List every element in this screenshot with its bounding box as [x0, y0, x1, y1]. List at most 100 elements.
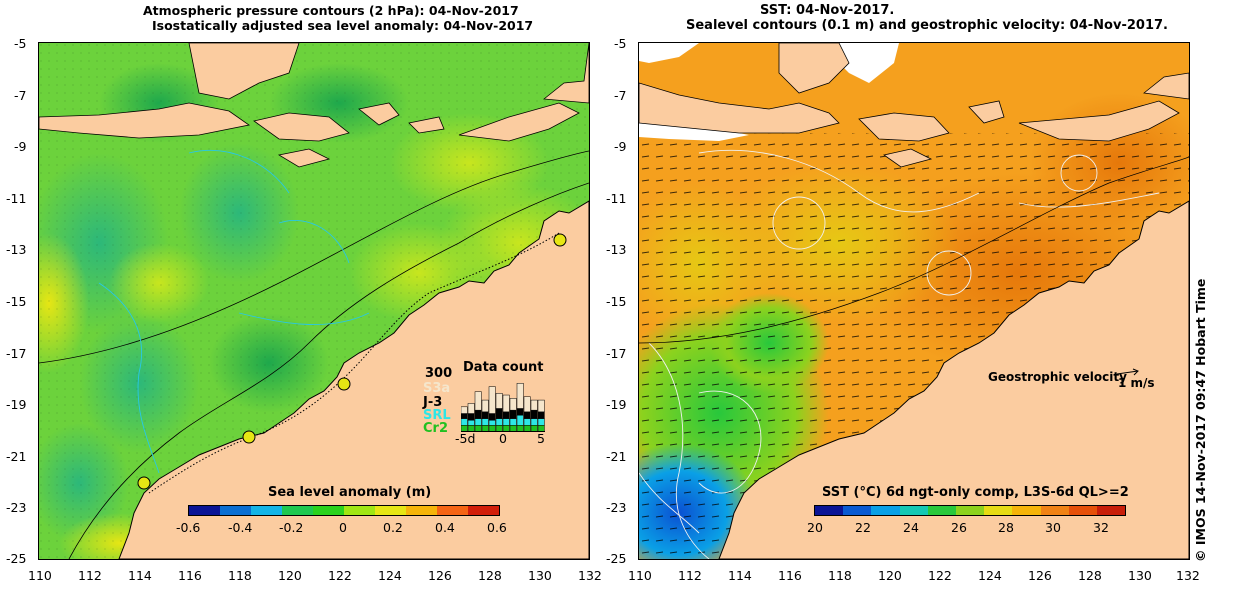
sst-colorbar-tick: 20: [807, 520, 823, 535]
data-count-bar-srl: [481, 418, 489, 426]
sst-colorbar-segment: [899, 506, 928, 515]
sla-map-svg: [39, 43, 589, 559]
legend-cr2: Cr2: [423, 421, 448, 436]
left-title-line1: Atmospheric pressure contours (2 hPa): 0…: [143, 3, 519, 18]
left-y-tick: -5: [14, 36, 27, 51]
sla-islands: [39, 43, 589, 168]
sla-colorbar-segment: [313, 506, 344, 515]
sst-islands: [639, 43, 1189, 168]
data-count-bar-s3a: [516, 383, 524, 409]
data-count-bar-s3a: [537, 399, 545, 413]
sla-colorbar-tick: -0.6: [176, 520, 201, 535]
sst-colorbar-segment: [927, 506, 956, 515]
sla-australia-land: [118, 200, 589, 559]
left-x-tick: 114: [128, 568, 152, 583]
data-count-bar-srl: [495, 418, 503, 426]
sst-colorbar-segment: [1012, 506, 1041, 515]
sst-colorbar-segment: [1040, 506, 1069, 515]
data-count-bar-srl: [474, 418, 482, 426]
data-count-bar-srl: [509, 418, 517, 426]
right-x-tick: 124: [978, 568, 1002, 583]
right-x-tick: 122: [928, 568, 952, 583]
left-x-tick: 120: [278, 568, 302, 583]
left-y-tick: -23: [6, 500, 27, 515]
data-count-bar-j-3: [509, 409, 517, 419]
data-count-bar-srl: [523, 418, 531, 426]
sst-colorbar-segment: [871, 506, 900, 515]
right-y-tick: -13: [606, 242, 627, 257]
pressure-contours: [39, 150, 589, 559]
left-y-tick: -9: [14, 139, 27, 154]
coastal-dotted-contour: [148, 232, 560, 494]
legend-j3: J-3: [423, 395, 443, 410]
data-count-bar-srl: [502, 418, 510, 426]
right-y-tick: -17: [606, 346, 627, 361]
data-count-bar-j-3: [523, 411, 531, 419]
data-count-bar-cr2: [481, 425, 489, 432]
data-count-bar-srl: [461, 418, 468, 426]
left-y-tick: -7: [14, 88, 27, 103]
left-x-tick: 118: [228, 568, 252, 583]
right-x-tick: 130: [1128, 568, 1152, 583]
data-count-bar-j-3: [481, 411, 489, 419]
sla-colorbar-segment: [406, 506, 437, 515]
data-count-bar-j-3: [516, 408, 524, 416]
right-x-tick: 116: [778, 568, 802, 583]
left-y-tick: -15: [6, 294, 27, 309]
sst-map-svg: [639, 43, 1189, 559]
data-count-bar-j-3: [502, 411, 510, 419]
velocity-legend-label: Geostrophic velocity: [988, 370, 1127, 384]
data-count-bar-j-3: [461, 413, 468, 419]
data-count-bar-cr2: [488, 425, 496, 432]
right-title-line1: SST: 04-Nov-2017.: [760, 3, 895, 18]
copyright-side-text: © IMOS 14-Nov-2017 09:47 Hobart Time: [1193, 278, 1208, 562]
data-count-bar-s3a: [467, 403, 475, 414]
right-y-tick: -7: [614, 88, 627, 103]
legend-srl: SRL: [423, 408, 451, 423]
left-x-tick: 122: [328, 568, 352, 583]
left-y-tick: -13: [6, 242, 27, 257]
sla-colorbar-segment: [375, 506, 406, 515]
left-y-tick: -21: [6, 449, 27, 464]
sst-colorbar: [814, 505, 1126, 516]
data-count-max: 300: [425, 366, 453, 381]
sst-colorbar-tick: 24: [903, 520, 919, 535]
data-count-x-tick: 5: [537, 431, 545, 446]
data-count-bar-srl: [537, 418, 545, 426]
velocity-legend-scale: 1 m/s: [1118, 376, 1155, 390]
sst-colorbar-tick: 32: [1093, 520, 1109, 535]
data-count-bar-s3a: [523, 396, 531, 413]
data-count-bar-j-3: [495, 408, 503, 419]
data-count-bar-s3a: [530, 399, 538, 411]
sla-colorbar-segment: [468, 506, 499, 515]
right-x-tick: 120: [878, 568, 902, 583]
sst-colorbar-tick: 30: [1045, 520, 1061, 535]
data-count-bar-j-3: [474, 409, 482, 419]
velocity-scale-arrow-icon: [1116, 368, 1139, 376]
left-x-tick: 112: [78, 568, 102, 583]
data-count-x-tick: -5d: [455, 431, 476, 446]
sla-colorbar-segment: [251, 506, 282, 515]
sla-colorbar-tick: 0: [339, 520, 347, 535]
data-count-bar-cr2: [523, 425, 531, 432]
data-count-bar-j-3: [467, 413, 475, 421]
left-x-tick: 130: [528, 568, 552, 583]
left-y-tick: -17: [6, 346, 27, 361]
right-y-tick: -15: [606, 294, 627, 309]
left-y-tick: -25: [6, 551, 27, 566]
data-count-bar-srl: [488, 419, 496, 426]
right-x-tick: 128: [1078, 568, 1102, 583]
sla-colorbar-tick: 0.6: [487, 520, 507, 535]
sla-zero-contours: [98, 149, 370, 474]
legend-s3a: S3a: [423, 381, 451, 396]
data-count-bar-s3a: [461, 406, 468, 414]
data-count-bar-s3a: [495, 393, 503, 409]
sla-colorbar-tick: 0.4: [435, 520, 455, 535]
sst-colorbar-tick: 26: [951, 520, 967, 535]
left-x-tick: 128: [478, 568, 502, 583]
sst-australia-land: [718, 200, 1189, 559]
sla-colorbar-label: Sea level anomaly (m): [268, 485, 432, 500]
data-count-bar-j-3: [488, 413, 496, 421]
left-x-tick: 132: [578, 568, 602, 583]
right-y-tick: -21: [606, 449, 627, 464]
